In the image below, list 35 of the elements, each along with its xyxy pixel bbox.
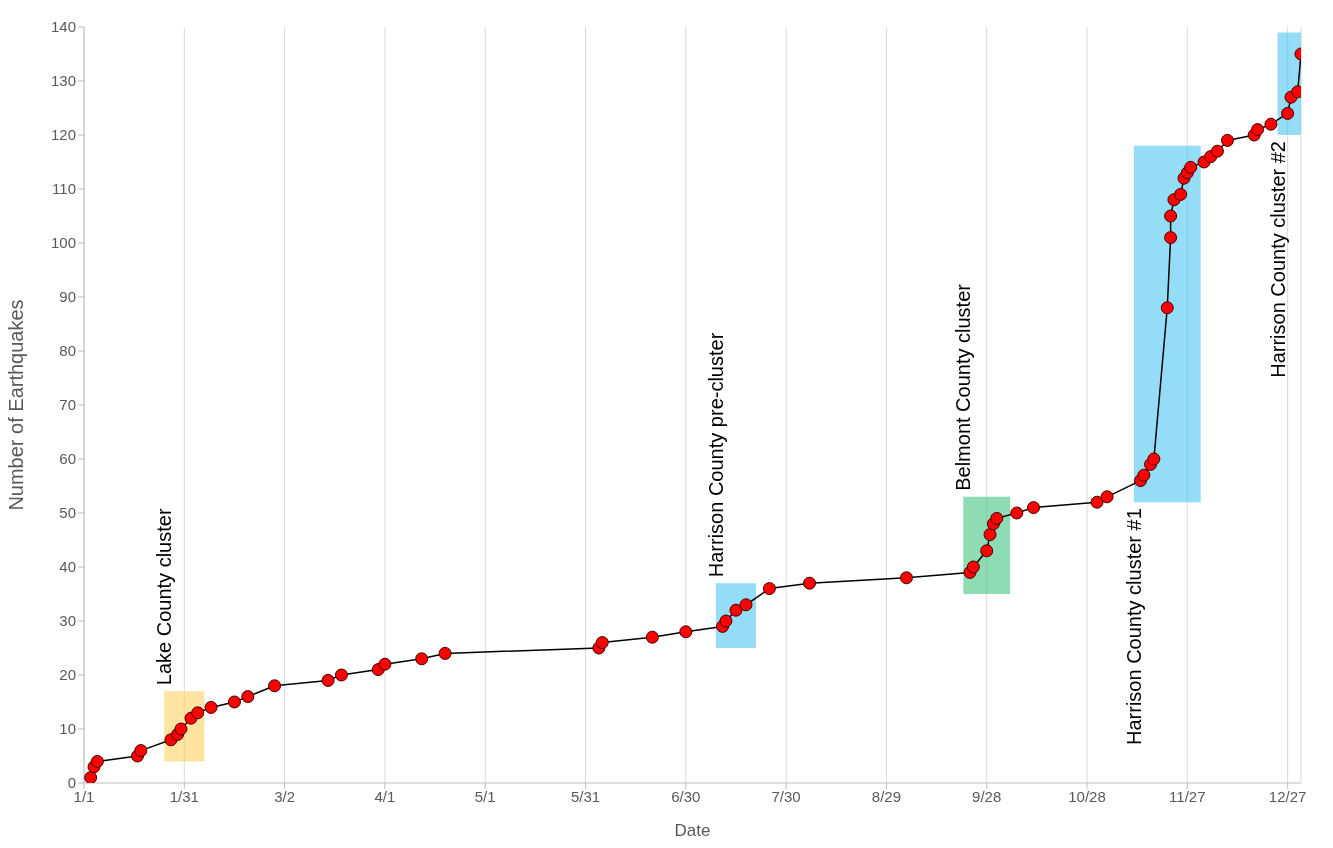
y-tick-label: 110 xyxy=(52,180,76,198)
y-tick-label: 30 xyxy=(59,612,76,630)
x-tick-label: 12/27 xyxy=(1268,787,1307,805)
x-tick-label: 10/28 xyxy=(1068,787,1106,805)
x-tick-label: 7/30 xyxy=(771,787,801,805)
y-tick-label: 130 xyxy=(50,72,76,90)
y-tick-label: 80 xyxy=(59,342,76,360)
x-tick-label: 8/29 xyxy=(871,787,902,805)
band-label: Lake County cluster xyxy=(153,508,176,686)
y-tick-label: 60 xyxy=(59,450,76,468)
y-tick-label: 70 xyxy=(59,396,76,414)
y-tick-label: 10 xyxy=(59,720,76,738)
x-tick-label: 11/27 xyxy=(1169,787,1206,805)
x-tick-label: 3/2 xyxy=(274,787,296,805)
x-axis-title: Date xyxy=(674,821,711,840)
x-tick-label: 6/30 xyxy=(671,787,701,805)
y-tick-label: 120 xyxy=(50,126,76,144)
band-label: Harrison County cluster #2 xyxy=(1266,141,1289,378)
x-tick-label: 5/31 xyxy=(570,787,601,805)
x-tick-label: 1/1 xyxy=(73,787,95,805)
y-tick-label: 140 xyxy=(50,18,76,36)
y-tick-label: 90 xyxy=(59,288,76,306)
y-tick-label: 0 xyxy=(67,774,76,792)
y-tick-label: 100 xyxy=(50,234,76,252)
band-label: Harrison County cluster #1 xyxy=(1122,508,1145,745)
band-label: Belmont County cluster xyxy=(952,283,975,491)
y-axis-title: Number of Earthquakes xyxy=(5,299,28,511)
y-tick-label: 20 xyxy=(59,666,76,684)
x-tick-label: 1/31 xyxy=(169,787,199,805)
x-tick-label: 4/1 xyxy=(374,787,396,805)
band-label: Harrison County pre-cluster xyxy=(704,332,727,578)
x-tick-label: 9/28 xyxy=(972,787,1002,805)
x-tick-label: 5/1 xyxy=(474,787,496,805)
y-tick-label: 50 xyxy=(59,504,76,522)
y-tick-label: 40 xyxy=(59,558,76,576)
